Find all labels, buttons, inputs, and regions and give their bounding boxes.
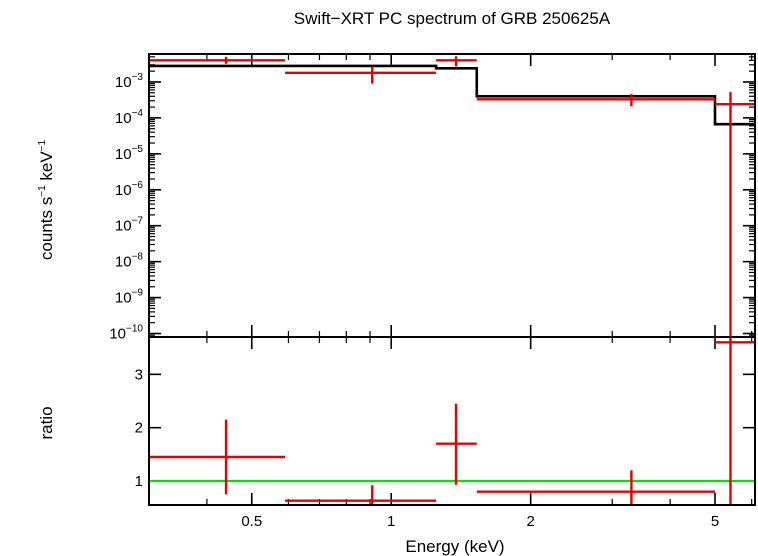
x-axis-label: Energy (keV) — [405, 537, 504, 556]
ylabel-part-3: keV — [37, 151, 56, 186]
y-tick-label: 10−4 — [115, 108, 144, 127]
y-tick-label: 3 — [135, 366, 143, 383]
y-tick-label: 2 — [135, 420, 143, 437]
y-tick-exponent: −9 — [132, 288, 144, 299]
panel-frame — [148, 336, 756, 506]
ratio-panel: 1 2 3 — [135, 336, 756, 506]
ratio-y-axis-label: ratio — [37, 406, 56, 439]
y-tick-base: 10 — [115, 74, 132, 91]
chart-title: Swift−XRT PC spectrum of GRB 250625A — [294, 9, 611, 28]
y-tick-label: 1 — [135, 473, 143, 490]
x-tick-label: 0.5 — [241, 513, 262, 530]
x-axis-ticks: 0.5 1 2 5 — [241, 513, 719, 530]
ylabel-part-4: −1 — [37, 139, 48, 151]
y-tick-exponent: −5 — [132, 144, 144, 155]
y-tick-label: 10−6 — [115, 180, 144, 199]
x-tick-label: 2 — [526, 513, 534, 530]
y-tick-base: 10 — [115, 146, 132, 163]
model-step-line — [149, 64, 755, 126]
y-tick-exponent: −8 — [132, 252, 144, 263]
ylabel-part-2: −1 — [37, 185, 48, 197]
y-tick-base: 10 — [115, 110, 132, 127]
spectrum-panel: 10−310−410−510−610−710−810−910−10 — [109, 53, 756, 343]
y-tick-exponent: −6 — [132, 180, 144, 191]
y-tick-label: 10−7 — [115, 216, 144, 235]
y-tick-exponent: −3 — [132, 72, 144, 83]
spectrum-y-axis-label: counts s−1 keV−1 — [37, 139, 56, 260]
y-tick-exponent: −7 — [132, 216, 144, 227]
y-tick-exponent: −10 — [126, 324, 143, 335]
y-tick-label: 10−10 — [109, 324, 143, 343]
x-tick-label: 1 — [387, 513, 395, 530]
ylabel-part-1: counts s — [37, 197, 56, 260]
y-tick-exponent: −4 — [132, 108, 144, 119]
y-tick-base: 10 — [109, 326, 126, 343]
y-tick-label: 10−9 — [115, 288, 144, 307]
y-tick-base: 10 — [115, 182, 132, 199]
y-tick-base: 10 — [115, 254, 132, 271]
y-tick-base: 10 — [115, 218, 132, 235]
y-tick-label: 10−5 — [115, 144, 144, 163]
y-tick-label: 10−8 — [115, 252, 144, 271]
x-tick-label: 5 — [711, 513, 719, 530]
y-tick-label: 10−3 — [115, 72, 144, 91]
y-tick-base: 10 — [115, 290, 132, 307]
